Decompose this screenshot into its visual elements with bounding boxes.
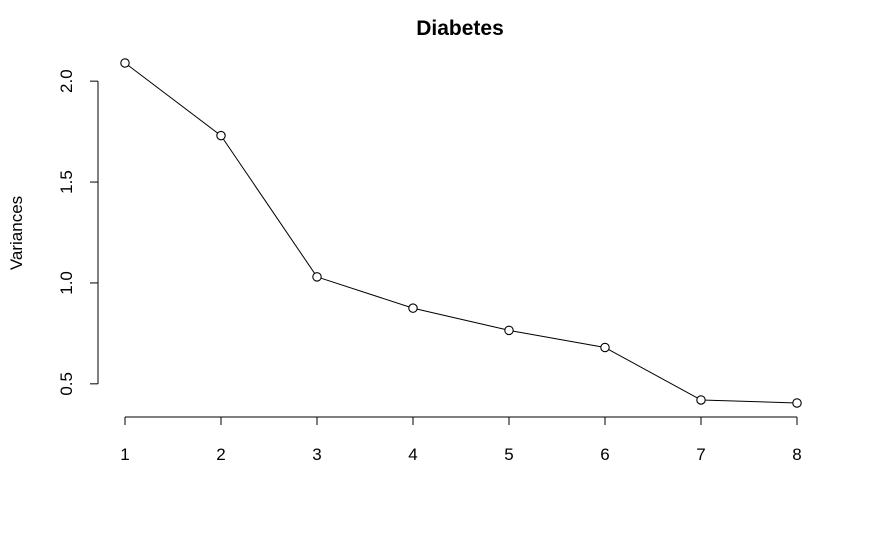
data-point [120,58,130,68]
x-tick-label: 7 [696,445,705,464]
data-point [408,303,418,313]
y-tick-label: 2.0 [57,69,76,93]
y-axis-title: Variances [7,196,26,270]
data-point [216,130,226,141]
series-line-segment [608,349,698,399]
y-tick-label: 1.5 [57,170,76,194]
series-line-segment [222,138,316,274]
y-tick-label: 1.0 [57,271,76,295]
chart-title: Diabetes [416,17,504,40]
series-line-segment [320,277,410,308]
x-tick-label: 3 [312,445,321,464]
x-tick-label: 8 [792,445,801,464]
x-tick-label: 1 [120,445,129,464]
data-point [600,342,610,353]
series-line-segment [416,308,506,330]
x-tick-label: 6 [600,445,609,464]
x-tick-label: 2 [216,445,225,464]
y-axis: 0.5 1.0 1.5 2.0 [57,69,99,396]
y-tick-label: 0.5 [57,372,76,396]
data-point [792,398,802,408]
series-line-segment [705,399,793,404]
x-axis: 1 2 3 4 5 6 7 8 [120,416,802,464]
x-tick-label: 4 [408,445,417,464]
series [120,58,802,408]
x-tick-label: 5 [504,445,513,464]
data-point [504,325,514,336]
data-point [312,272,322,282]
series-line-segment [513,330,601,348]
series-line-segment [128,65,218,134]
data-point [696,395,706,405]
